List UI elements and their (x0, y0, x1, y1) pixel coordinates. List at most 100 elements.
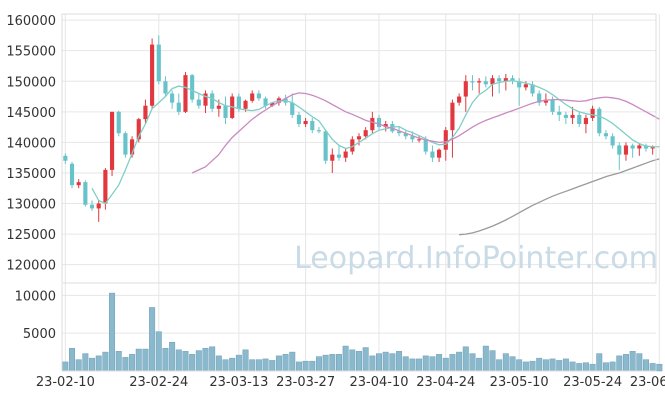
moving-average-lines (91, 79, 660, 236)
volume-bar (569, 361, 576, 372)
ma-line-ma5 (91, 79, 660, 205)
candle-body (89, 204, 95, 209)
candle-body (196, 99, 201, 106)
volume-bar (235, 354, 242, 372)
candle-body (123, 133, 128, 155)
candle-body (643, 145, 649, 149)
axes (61, 13, 657, 372)
volume-bar (175, 349, 182, 372)
candle-body (443, 130, 448, 150)
volume-bar (222, 359, 229, 372)
volume-bar (162, 348, 169, 372)
volume-bar (202, 348, 209, 372)
price-tick-label: 125000 (6, 228, 56, 243)
candle-body (303, 120, 308, 125)
volume-bar (95, 355, 102, 372)
candle-body (503, 78, 508, 82)
candle-body (537, 93, 542, 103)
volume-bar (602, 362, 609, 372)
volume-bar (155, 331, 162, 372)
volume-bar (269, 360, 276, 372)
volume-bar (576, 363, 583, 372)
volume-bar (456, 351, 463, 372)
volume-bar (522, 361, 529, 372)
volume-bar (376, 353, 383, 372)
candle-body (610, 136, 615, 146)
volume-bar (549, 358, 556, 372)
volume-bar (282, 354, 289, 372)
price-tick-label: 150000 (6, 75, 56, 90)
candle-body (163, 81, 168, 94)
candle-body (69, 163, 75, 186)
candle-body (83, 182, 88, 205)
candle-body (190, 75, 195, 100)
candle-body (477, 81, 482, 83)
candle-body (376, 117, 382, 128)
date-tick-label: 23-04-24 (416, 375, 475, 390)
volume-bar (509, 356, 516, 372)
volume-bar (536, 357, 543, 372)
volume-bar (89, 357, 96, 372)
volume-bar (315, 356, 322, 372)
volume-bar (416, 358, 423, 372)
candle-body (543, 99, 548, 103)
volume-bar (255, 359, 262, 372)
volume-bar (135, 348, 142, 372)
date-tick-label: 23-05-10 (490, 375, 549, 390)
volume-bar (142, 348, 149, 372)
candle-body (650, 147, 655, 149)
candle-body (136, 119, 141, 140)
candle-body (523, 84, 528, 88)
candle-body (150, 44, 155, 106)
volume-bar (62, 361, 69, 372)
candle-body (336, 154, 342, 158)
candle-body (437, 149, 442, 158)
candle-body (590, 108, 595, 118)
candle-body (256, 93, 261, 99)
price-tick-label: 140000 (6, 136, 56, 151)
volume-bar (442, 357, 449, 372)
price-tick-label: 120000 (6, 259, 56, 274)
date-tick-label: 23-02-24 (129, 375, 188, 390)
volume-bar (182, 351, 189, 372)
volume-bar (195, 350, 202, 372)
candle-body (517, 81, 522, 88)
candle-body (250, 93, 255, 101)
candle-body (183, 75, 188, 112)
candle-body (563, 114, 568, 118)
candlesticks (63, 35, 655, 222)
candle-body (130, 139, 135, 155)
candle-body (623, 145, 629, 155)
volume-bar (109, 292, 116, 372)
volume-bar (189, 354, 196, 372)
candle-body (557, 111, 562, 115)
volume-bar (335, 354, 342, 372)
candle-body (156, 44, 161, 82)
price-axis-ticks: 160000 155000 150000 145000 140000 135000 1300… (6, 14, 56, 274)
candle-body (76, 182, 81, 186)
volume-bar (356, 351, 362, 372)
volume-bar (215, 355, 222, 372)
volume-bar (643, 359, 649, 372)
candle-body (296, 114, 302, 125)
candle-body (109, 111, 115, 170)
candle-body (143, 105, 148, 120)
date-tick-label: 23-05-24 (563, 375, 622, 390)
candle-body (630, 145, 635, 149)
volume-bar (262, 358, 269, 372)
volume-bar (369, 355, 376, 372)
volume-bar (275, 355, 282, 372)
volume-bar (436, 354, 443, 372)
volume-bar (656, 363, 663, 372)
candle-body (550, 99, 555, 112)
candle-body (597, 108, 602, 134)
candle-body (617, 145, 622, 155)
price-tick-label: 145000 (6, 106, 56, 121)
ma-line-ma20 (191, 92, 660, 174)
candle-body (490, 78, 495, 85)
volume-bar (122, 357, 129, 372)
volume-bar (75, 359, 82, 372)
volume-bar (462, 346, 469, 372)
watermark-text: Leopard.InfoPointer.com (294, 241, 658, 276)
